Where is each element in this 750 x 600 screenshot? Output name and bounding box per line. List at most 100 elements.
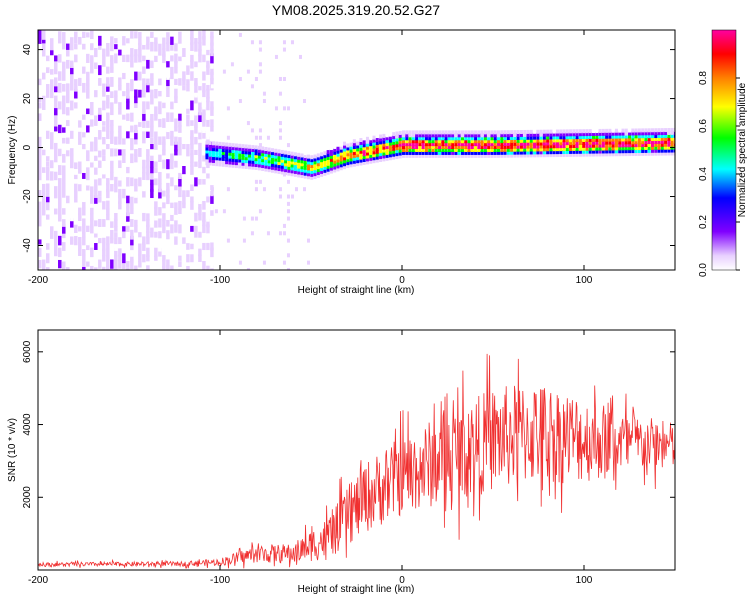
spectrogram-signal-cell <box>303 174 307 179</box>
spectrogram-noise-cell <box>142 89 146 98</box>
spectrogram-noise-cell <box>78 237 82 245</box>
spectrogram-noise-cell <box>158 179 162 185</box>
spectrogram-signal-cell <box>303 168 307 173</box>
spectrogram-noise-cell <box>186 114 190 120</box>
spectrogram-signal-cell <box>559 141 563 146</box>
spectrogram-noise-cell <box>58 60 62 69</box>
spectrogram-signal-cell <box>621 137 625 142</box>
spectrogram-signal-cell <box>493 150 497 155</box>
spectrogram-noise-cell <box>46 119 50 127</box>
spectrogram-signal-cell <box>264 158 268 163</box>
spectrogram-signal-cell <box>336 161 340 166</box>
spectrogram-signal-cell <box>346 164 350 169</box>
spectrogram-noise-cell <box>170 112 174 122</box>
spectrogram-signal-cell <box>519 150 523 155</box>
spectrogram-noise-cell <box>58 38 62 44</box>
spectrogram-noise-cell <box>58 31 62 39</box>
spectrogram-signal-cell <box>493 142 497 147</box>
spectrogram-noise-cell <box>202 149 206 156</box>
spectrogram-noise-cell <box>38 259 42 269</box>
spectrogram-noise-cell <box>142 108 146 114</box>
spectrogram-signal-cell <box>546 135 550 140</box>
spectrogram-signal-cell <box>280 149 284 154</box>
spectrogram-signal-cell <box>660 131 664 136</box>
spectrogram-noise-cell <box>246 268 250 270</box>
spectrogram-signal-cell <box>460 139 464 144</box>
spectrogram-signal-cell <box>575 138 579 143</box>
spectrogram-noise-cell <box>94 172 98 180</box>
snr-frame <box>37 329 676 571</box>
spectrogram-signal-cell <box>284 150 288 155</box>
spectrogram-noise-cell <box>178 78 182 86</box>
spectrogram-signal-cell <box>290 166 294 171</box>
spectrogram-noise-cell <box>150 31 154 38</box>
spectrogram-noise-cell <box>162 59 166 70</box>
spectrogram-noise-cell <box>118 237 122 245</box>
spectrogram-signal-cell <box>411 139 415 144</box>
spectrogram-signal-cell <box>264 164 268 169</box>
spectrogram-noise-cell <box>154 137 158 145</box>
spectrogram-noise-cell <box>66 226 70 232</box>
spectrogram-signal-cell <box>385 156 389 161</box>
spectrogram-noise-cell <box>94 112 98 122</box>
spectrogram-noise-cell <box>118 96 122 103</box>
spectrogram-signal-cell <box>211 161 215 166</box>
spectrogram-noise-cell <box>118 218 122 228</box>
spectrogram-noise-cell <box>106 126 110 132</box>
spectrogram-signal-cell <box>523 129 527 134</box>
spectrogram-noise-cell <box>134 265 138 270</box>
spectrogram-signal-cell <box>300 168 304 173</box>
spectrogram-noise-cell <box>174 207 178 215</box>
spectrogram-noise-cell <box>138 161 142 168</box>
spectrogram-noise-cell <box>206 65 210 75</box>
spectrogram-noise-cell <box>42 124 46 134</box>
spectrogram-signal-cell <box>421 133 425 138</box>
spectrogram-noise-cell <box>130 242 134 251</box>
spectrogram-signal-cell <box>467 130 471 135</box>
spectrogram-signal-cell <box>516 147 520 152</box>
spectrogram-signal-cell <box>447 153 451 158</box>
spectrogram-signal-cell <box>326 155 330 160</box>
spectrogram-noise-cell <box>62 171 66 181</box>
spectrogram-signal-cell <box>392 146 396 151</box>
spectrogram-signal-cell <box>251 162 255 167</box>
spectrogram-noise-cell <box>194 66 198 74</box>
spectrogram-noise-cell <box>58 124 62 134</box>
spectrogram-signal-cell <box>316 156 320 161</box>
spectrogram-signal-cell <box>441 148 445 152</box>
spectrogram-signal-cell <box>480 150 484 155</box>
spectrogram-signal-cell <box>444 153 448 158</box>
spectrogram-signal-cell <box>546 141 550 146</box>
spectrogram-noise-cell <box>38 148 42 157</box>
spectrogram-noise-cell <box>198 149 202 156</box>
spectrogram-noise-cell <box>306 238 310 243</box>
spectrogram-signal-cell <box>284 153 288 158</box>
spectrogram-noise-cell <box>274 106 278 111</box>
spectrogram-noise-cell <box>82 249 86 256</box>
spectrogram-noise-cell <box>166 194 170 205</box>
spectrogram-noise-cell <box>166 112 170 122</box>
spectrogram-signal-cell <box>533 141 537 146</box>
spectrogram-signal-cell <box>637 131 641 136</box>
spectrogram-signal-cell <box>641 140 645 145</box>
spectrogram-signal-cell <box>362 160 366 165</box>
spectrogram-noise-cell <box>182 137 186 144</box>
spectrogram-noise-cell <box>190 114 194 120</box>
spectrogram-signal-cell <box>654 134 658 139</box>
spectrogram-signal-cell <box>205 155 209 160</box>
spectrogram-signal-cell <box>634 149 638 154</box>
spectrogram-signal-cell <box>670 151 674 156</box>
spectrogram-noise-cell <box>46 155 50 162</box>
spectrogram-noise-cell <box>162 136 166 145</box>
spectrogram-signal-cell <box>542 144 546 149</box>
spectrogram-signal-cell <box>601 149 605 154</box>
spectrogram-noise-cell <box>166 189 170 199</box>
spectrogram-signal-cell <box>542 132 546 137</box>
spectrogram-signal-cell <box>451 145 455 150</box>
spectrogram-signal-cell <box>215 159 219 164</box>
spectrogram-noise-cell <box>174 220 178 226</box>
spectrogram-signal-cell <box>274 157 278 162</box>
spectrogram-signal-cell <box>369 153 373 158</box>
spectrogram-signal-cell <box>339 148 343 153</box>
spectrogram-noise-cell <box>138 249 142 256</box>
